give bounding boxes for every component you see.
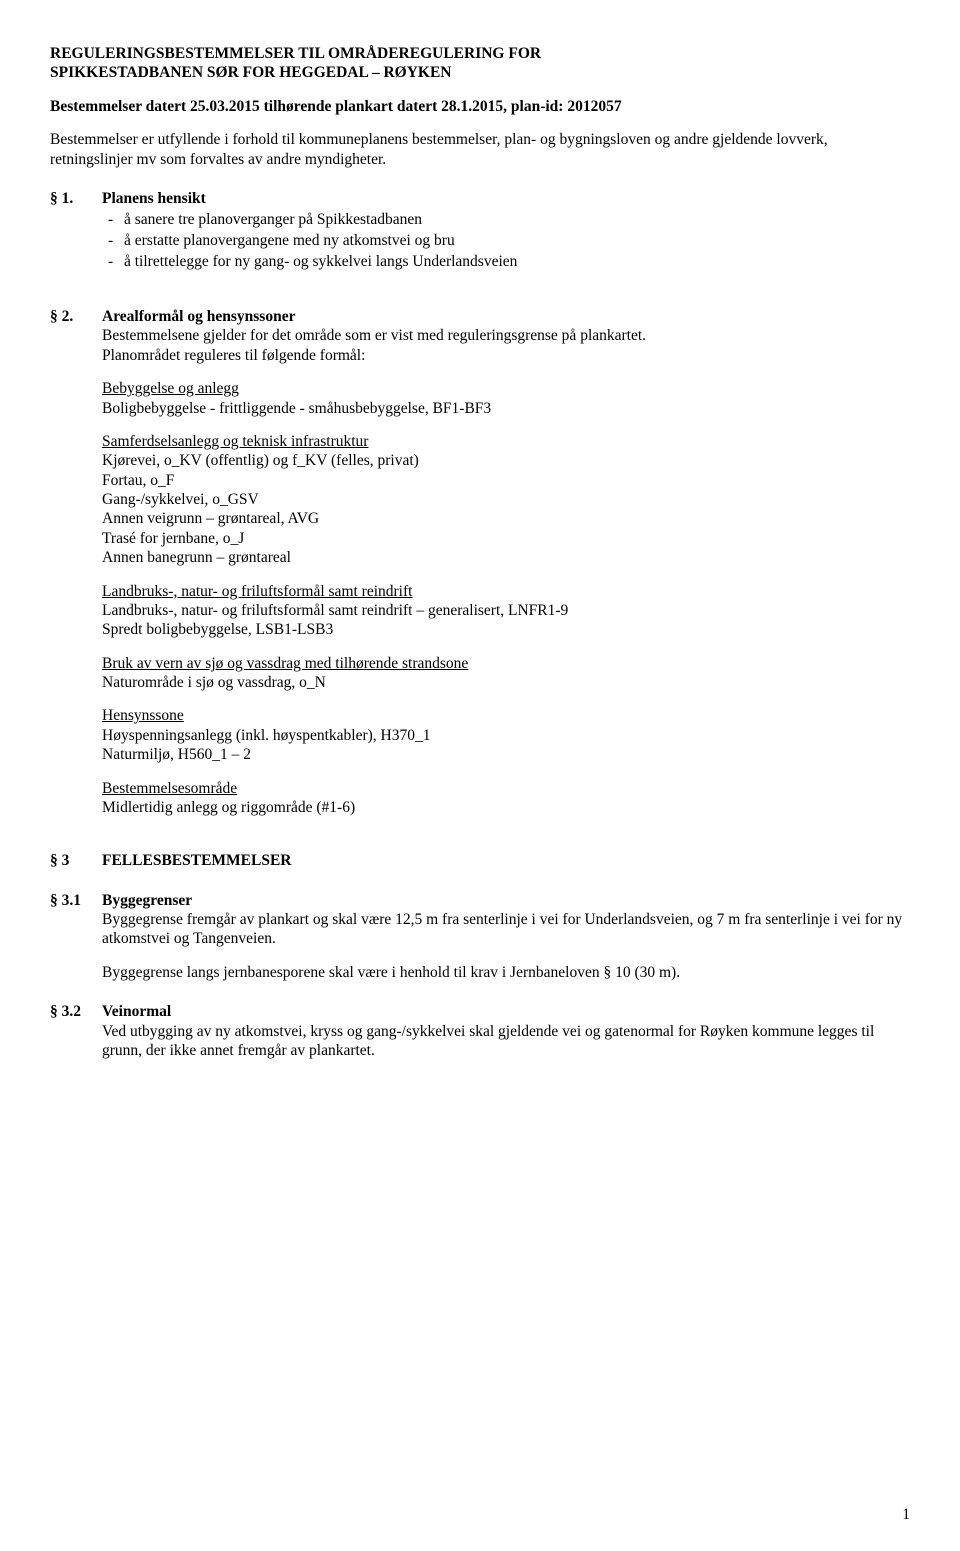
group-heading: Hensynssone: [102, 706, 910, 725]
intro-paragraph: Bestemmelser er utfyllende i forhold til…: [50, 130, 910, 169]
section-3-1-number: § 3.1: [50, 891, 102, 910]
group-sjo: Bruk av vern av sjø og vassdrag med tilh…: [102, 654, 910, 693]
section-3: § 3 FELLESBESTEMMELSER: [50, 851, 910, 870]
group-heading: Bruk av vern av sjø og vassdrag med tilh…: [102, 654, 910, 673]
group-line: Gang-/sykkelvei, o_GSV: [102, 490, 910, 509]
section-3-2-number: § 3.2: [50, 1002, 102, 1021]
list-item: å erstatte planovergangene med ny atkoms…: [102, 231, 910, 252]
page-number: 1: [902, 1505, 910, 1524]
section-3-title: FELLESBESTEMMELSER: [102, 851, 292, 870]
group-line: Landbruks-, natur- og friluftsformål sam…: [102, 601, 910, 620]
title-line-1: REGULERINGSBESTEMMELSER TIL OMRÅDEREGULE…: [50, 44, 910, 63]
section-3-1-p1: Byggegrense fremgår av plankart og skal …: [102, 910, 910, 949]
group-heading: Landbruks-, natur- og friluftsformål sam…: [102, 582, 910, 601]
group-line: Boligbebyggelse - frittliggende - småhus…: [102, 399, 910, 418]
section-3-1: § 3.1 Byggegrenser Byggegrense fremgår a…: [50, 891, 910, 983]
group-line: Fortau, o_F: [102, 471, 910, 490]
dates-line: Bestemmelser datert 25.03.2015 tilhørend…: [50, 97, 910, 116]
list-item: å sanere tre planoverganger på Spikkesta…: [102, 210, 910, 231]
section-2-number: § 2.: [50, 307, 102, 326]
section-1-title: Planens hensikt: [102, 189, 206, 208]
section-1: § 1. Planens hensikt å sanere tre planov…: [50, 189, 910, 273]
group-line: Høyspenningsanlegg (inkl. høyspentkabler…: [102, 726, 910, 745]
group-line: Spredt boligbebyggelse, LSB1-LSB3: [102, 620, 910, 639]
section-2: § 2. Arealformål og hensynssoner Bestemm…: [50, 307, 910, 817]
section-3-1-p2: Byggegrense langs jernbanesporene skal v…: [102, 963, 910, 982]
document-title: REGULERINGSBESTEMMELSER TIL OMRÅDEREGULE…: [50, 44, 910, 83]
list-item: å tilrettelegge for ny gang- og sykkelve…: [102, 252, 910, 273]
group-line: Annen banegrunn – grøntareal: [102, 548, 910, 567]
section-1-number: § 1.: [50, 189, 102, 208]
section-3-2-p1: Ved utbygging av ny atkomstvei, kryss og…: [102, 1022, 910, 1061]
section-3-2-title: Veinormal: [102, 1003, 171, 1020]
group-bestemmelsesomrade: Bestemmelsesområde Midlertidig anlegg og…: [102, 779, 910, 818]
group-hensynssone: Hensynssone Høyspenningsanlegg (inkl. hø…: [102, 706, 910, 764]
group-line: Trasé for jernbane, o_J: [102, 529, 910, 548]
group-lnfr: Landbruks-, natur- og friluftsformål sam…: [102, 582, 910, 640]
group-heading: Samferdselsanlegg og teknisk infrastrukt…: [102, 432, 910, 451]
title-line-2: SPIKKESTADBANEN SØR FOR HEGGEDAL – RØYKE…: [50, 63, 910, 82]
group-heading: Bebyggelse og anlegg: [102, 379, 910, 398]
group-line: Kjørevei, o_KV (offentlig) og f_KV (fell…: [102, 451, 910, 470]
section-3-2: § 3.2 Veinormal Ved utbygging av ny atko…: [50, 1002, 910, 1060]
group-samferdsel: Samferdselsanlegg og teknisk infrastrukt…: [102, 432, 910, 568]
group-line: Annen veigrunn – grøntareal, AVG: [102, 509, 910, 528]
group-line: Naturområde i sjø og vassdrag, o_N: [102, 673, 910, 692]
group-heading: Bestemmelsesområde: [102, 779, 910, 798]
group-line: Naturmiljø, H560_1 – 2: [102, 745, 910, 764]
document-page: REGULERINGSBESTEMMELSER TIL OMRÅDEREGULE…: [0, 0, 960, 1544]
section-2-lead-2: Planområdet reguleres til følgende formå…: [102, 346, 910, 365]
group-bebyggelse: Bebyggelse og anlegg Boligbebyggelse - f…: [102, 379, 910, 418]
section-3-number: § 3: [50, 851, 102, 870]
section-3-1-title: Byggegrenser: [102, 892, 192, 909]
section-2-lead-1: Bestemmelsene gjelder for det område som…: [102, 326, 910, 345]
group-line: Midlertidig anlegg og riggområde (#1-6): [102, 798, 910, 817]
section-1-list: å sanere tre planoverganger på Spikkesta…: [102, 210, 910, 273]
section-2-title: Arealformål og hensynssoner: [102, 308, 295, 325]
